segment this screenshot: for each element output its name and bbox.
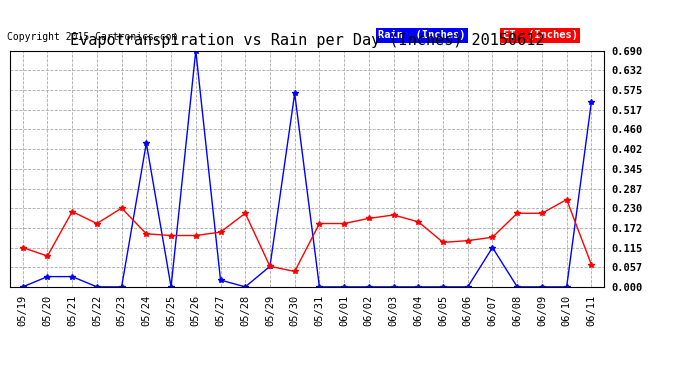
Text: Rain  (Inches): Rain (Inches): [378, 30, 466, 40]
Title: Evapotranspiration vs Rain per Day (Inches) 20150612: Evapotranspiration vs Rain per Day (Inch…: [70, 33, 544, 48]
Text: ET  (Inches): ET (Inches): [503, 30, 578, 40]
Text: Copyright 2015 Cartronics.com: Copyright 2015 Cartronics.com: [7, 32, 177, 42]
